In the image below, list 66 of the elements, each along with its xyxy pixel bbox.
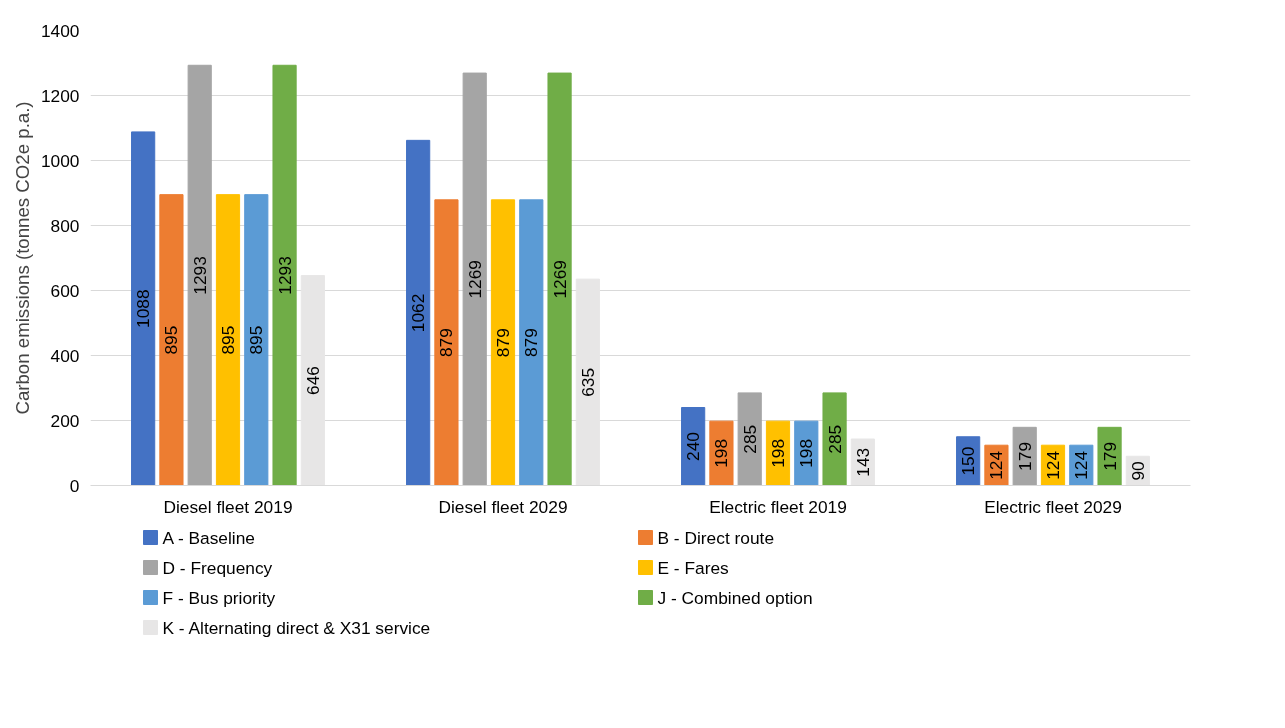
data-label: 635 (577, 367, 598, 397)
bar (131, 131, 156, 486)
y-tick-label: 1000 (40, 150, 80, 171)
data-label: 198 (768, 438, 788, 468)
bar (244, 194, 269, 486)
x-tick-label: Diesel fleet 2019 (163, 496, 293, 517)
y-tick-label: 400 (50, 345, 80, 366)
bar (215, 194, 241, 486)
bar (737, 392, 762, 486)
x-tick-label: Electric fleet 2019 (709, 496, 847, 517)
data-label: 179 (1099, 441, 1120, 471)
bar (159, 194, 184, 486)
bar (519, 199, 544, 486)
data-label: 124 (1071, 450, 1092, 480)
legend-label: F - Bus priority (162, 587, 276, 608)
y-tick-label: 200 (50, 410, 80, 431)
data-label: 143 (852, 447, 873, 477)
x-tick-label: Diesel fleet 2029 (438, 496, 568, 517)
bar (300, 275, 325, 486)
data-label: 1088 (133, 289, 154, 328)
bar (575, 278, 600, 486)
data-label: 198 (796, 438, 817, 468)
data-label: 198 (711, 438, 732, 468)
legend-label: D - Frequency (162, 557, 273, 578)
data-label: 1269 (549, 260, 570, 299)
bar (434, 199, 459, 486)
bar (1012, 426, 1037, 486)
data-label: 879 (493, 328, 513, 358)
data-label: 895 (246, 325, 267, 355)
data-label: 285 (824, 424, 845, 454)
y-tick-label: 1400 (40, 20, 80, 41)
legend-label: J - Combined option (657, 587, 813, 608)
y-tick-label: 1200 (40, 85, 80, 106)
y-axis-title: Carbon emissions (tonnes CO2e p.a.) (11, 101, 33, 415)
bar (547, 72, 572, 486)
data-label: 895 (218, 325, 238, 355)
data-label: 124 (986, 450, 1007, 480)
data-label: 179 (1014, 441, 1035, 471)
bar (462, 72, 487, 486)
data-label: 285 (739, 424, 760, 454)
data-label: 646 (302, 366, 323, 395)
data-label: 124 (1043, 450, 1063, 480)
data-label: 879 (521, 328, 542, 358)
data-label: 240 (683, 432, 704, 461)
bar (406, 139, 431, 486)
data-label: 879 (436, 328, 457, 358)
bar (490, 199, 516, 486)
bar (822, 392, 847, 486)
data-label: 150 (958, 446, 979, 476)
bar (272, 64, 297, 486)
legend-label: K - Alternating direct & X31 service (162, 617, 431, 638)
y-tick-label: 800 (50, 215, 80, 236)
data-label: 1293 (274, 256, 295, 295)
data-label: 90 (1127, 461, 1148, 481)
legend-label: B - Direct route (657, 527, 775, 548)
y-tick-label: 600 (50, 280, 80, 301)
legend-label: E - Fares (657, 557, 730, 578)
data-label: 1269 (464, 260, 485, 299)
bar (1097, 426, 1122, 486)
data-label: 895 (161, 325, 182, 355)
bar (187, 64, 212, 486)
x-tick-label: Electric fleet 2029 (984, 496, 1122, 517)
data-label: 1062 (408, 293, 429, 333)
data-label: 1293 (189, 256, 210, 295)
y-tick-label: 0 (69, 475, 80, 496)
legend-label: A - Baseline (162, 527, 255, 548)
